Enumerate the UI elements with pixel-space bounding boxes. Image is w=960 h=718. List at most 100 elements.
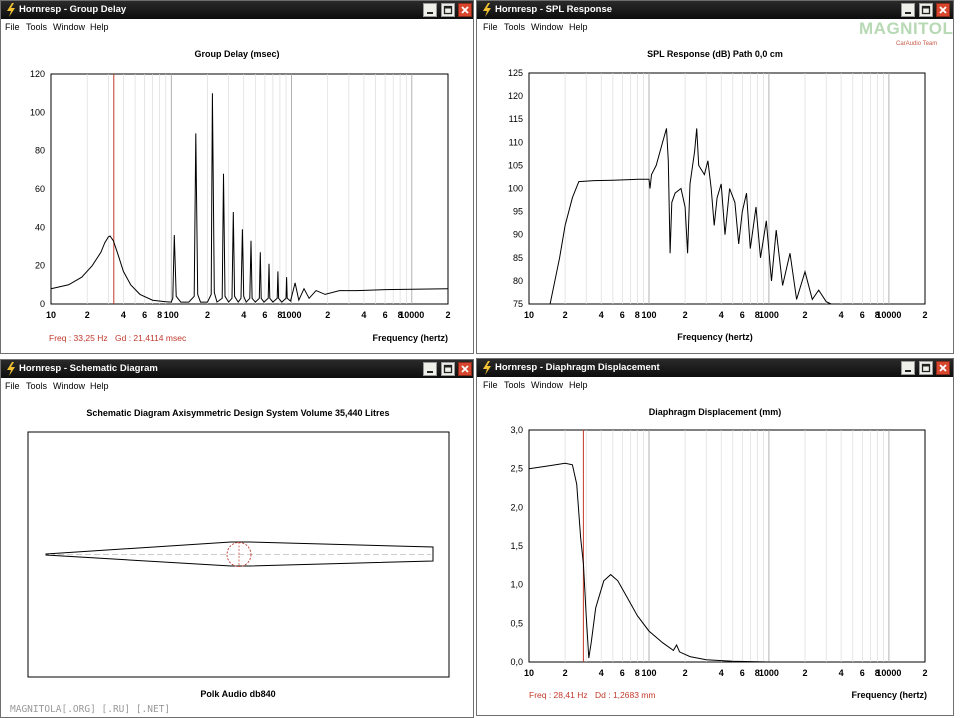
menu-tools[interactable]: Tools: [504, 22, 526, 32]
diagram-area: Schematic Diagram Axisymmetric Design Sy…: [1, 395, 473, 717]
window-title: Hornresp - Schematic Diagram: [19, 363, 158, 374]
x-tick-label: 100: [164, 310, 179, 320]
minimize-button[interactable]: [423, 3, 437, 17]
close-icon: [461, 365, 469, 373]
menu-help[interactable]: Help: [90, 381, 109, 391]
x-axis-label: Frequency (hertz): [372, 333, 448, 343]
watermark-subtitle: CarAudio Team: [896, 41, 938, 47]
displacement-chart: Diaphragm Displacement (mm) 0,0 0,5 1,0 1,5…: [510, 407, 927, 700]
plot-frame: [528, 72, 926, 305]
menu-file[interactable]: File: [5, 22, 20, 32]
maximize-button[interactable]: [441, 3, 455, 17]
x-tick-label: 6: [620, 668, 625, 678]
minimize-button[interactable]: [901, 3, 915, 17]
menu-bar: File Tools Window Help: [1, 378, 473, 395]
x-axis-label: Frequency (hertz): [851, 690, 927, 700]
lightning-icon: [483, 361, 491, 375]
x-tick-label: 2: [802, 668, 807, 678]
x-tick-label: 2: [922, 668, 927, 678]
x-tick-label: 4: [121, 310, 126, 320]
title-bar[interactable]: Hornresp - Schematic Diagram: [1, 360, 473, 378]
x-tick-label: 2: [325, 310, 330, 320]
x-tick-label: 2: [922, 310, 927, 320]
minimize-button[interactable]: [423, 362, 437, 376]
y-tick-label: 80: [513, 276, 523, 286]
x-tick-label: 1000: [281, 310, 301, 320]
x-tick-label: 8: [755, 310, 760, 320]
x-tick-label: 6: [860, 668, 865, 678]
x-tick-label: 8: [157, 310, 162, 320]
x-axis-label: Frequency (hertz): [677, 332, 753, 342]
x-tick-label: 4: [719, 310, 724, 320]
title-bar[interactable]: Hornresp - SPL Response: [477, 1, 953, 19]
maximize-icon: [921, 5, 931, 15]
x-tick-label: 2: [85, 310, 90, 320]
maximize-button[interactable]: [919, 3, 933, 17]
y-tick-label: 100: [508, 184, 523, 194]
menu-help[interactable]: Help: [569, 22, 588, 32]
window-title: Hornresp - Group Delay: [19, 4, 127, 15]
y-tick-label: 120: [30, 69, 45, 79]
menu-bar: File Tools Window Help: [477, 19, 953, 36]
menu-window[interactable]: Window: [53, 381, 86, 391]
spl-curve: [549, 128, 832, 305]
group-delay-window: Hornresp - Group Delay File Tools Window…: [0, 0, 474, 354]
menu-window[interactable]: Window: [531, 22, 564, 32]
x-tick-label: 8: [277, 310, 282, 320]
minimize-button[interactable]: [901, 361, 915, 375]
menu-tools[interactable]: Tools: [26, 22, 48, 32]
maximize-button[interactable]: [441, 362, 455, 376]
menu-window[interactable]: Window: [531, 380, 564, 390]
chart-area: Diaphragm Displacement (mm) 0,0 0,5 1,0 1,5…: [477, 394, 953, 715]
close-icon: [939, 364, 947, 372]
y-tick-label: 100: [30, 107, 45, 117]
footer-watermark: MAGNITOLA[.ORG] [.RU] [.NET]: [10, 704, 171, 715]
x-tick-label: 100: [641, 668, 656, 678]
menu-window[interactable]: Window: [53, 22, 86, 32]
title-bar[interactable]: Hornresp - Diaphragm Displacement: [477, 359, 953, 377]
x-tick-label: 4: [839, 310, 844, 320]
y-tick-label: 20: [35, 261, 45, 271]
x-tick-label: 4: [361, 310, 366, 320]
close-button[interactable]: [458, 362, 472, 376]
minimize-icon: [905, 12, 911, 14]
x-tick-label: 10: [524, 310, 534, 320]
lightning-icon: [483, 3, 491, 17]
close-button[interactable]: [936, 361, 950, 375]
cursor-value-readout: Gd : 21,4114 msec: [115, 333, 187, 343]
cursor-value-readout: Dd : 1,2683 mm: [595, 690, 655, 700]
x-tick-label: 4: [599, 310, 604, 320]
y-tick-label: 1,5: [510, 541, 523, 551]
menu-help[interactable]: Help: [569, 380, 588, 390]
lightning-icon: [7, 3, 15, 17]
x-tick-label: 8: [875, 668, 880, 678]
x-tick-label: 2: [683, 668, 688, 678]
displacement-window: Hornresp - Diaphragm Displacement File T…: [476, 358, 954, 716]
close-button[interactable]: [458, 3, 472, 17]
maximize-icon: [443, 364, 453, 374]
menu-help[interactable]: Help: [90, 22, 109, 32]
y-tick-label: 0,0: [510, 657, 523, 667]
y-tick-labels: 0,0 0,5 1,0 1,5 2,0 2,5 3,0: [510, 425, 523, 667]
close-button[interactable]: [936, 3, 950, 17]
chart-title: Group Delay (msec): [194, 49, 279, 59]
x-tick-label: 8: [755, 668, 760, 678]
title-bar[interactable]: Hornresp - Group Delay: [1, 1, 473, 19]
minimize-icon: [427, 371, 433, 373]
x-tick-label: 6: [142, 310, 147, 320]
menu-file[interactable]: File: [5, 381, 20, 391]
diagram-title: Schematic Diagram Axisymmetric Design Sy…: [86, 408, 389, 418]
menu-file[interactable]: File: [483, 22, 498, 32]
menu-bar: File Tools Window Help: [477, 377, 953, 394]
menu-file[interactable]: File: [483, 380, 498, 390]
horn-profile: [45, 541, 434, 567]
menu-tools[interactable]: Tools: [26, 381, 48, 391]
chart-area: Group Delay (msec) 0 20 40 60 80 100 120 10 2 4 6…: [1, 36, 473, 353]
x-tick-label: 8: [398, 310, 403, 320]
y-tick-label: 0,5: [510, 618, 523, 628]
minimize-icon: [905, 370, 911, 372]
maximize-button[interactable]: [919, 361, 933, 375]
menu-tools[interactable]: Tools: [504, 380, 526, 390]
x-tick-label: 2: [563, 668, 568, 678]
x-tick-label: 4: [241, 310, 246, 320]
